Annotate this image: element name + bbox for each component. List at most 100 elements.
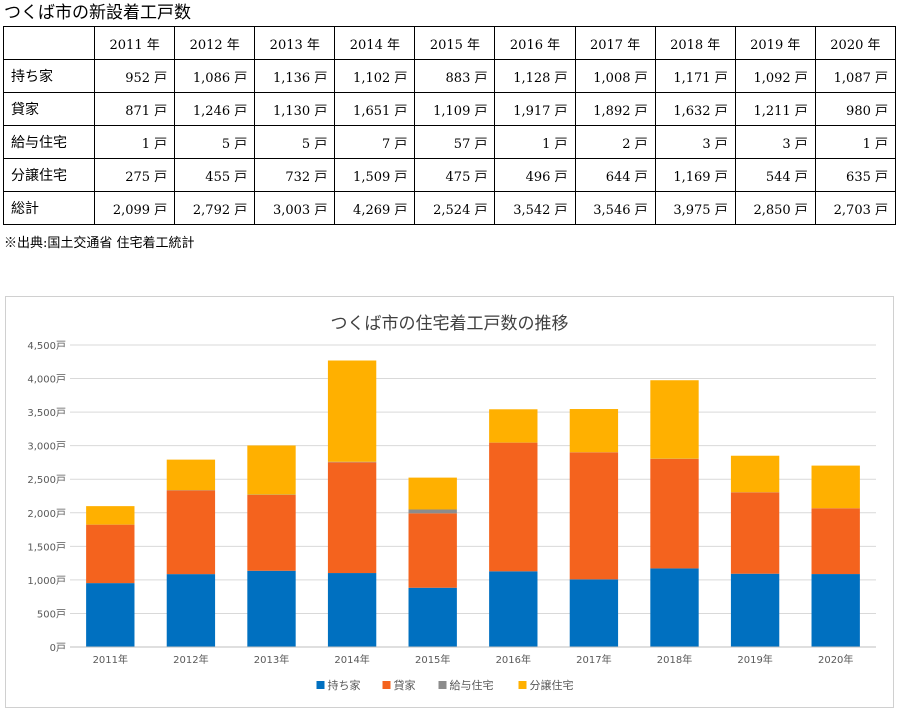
table-cell: 1,008 戸 — [574, 59, 656, 93]
table-cell: 1,892 戸 — [574, 92, 656, 126]
legend-swatch — [438, 681, 447, 689]
bar-segment — [730, 573, 780, 647]
chart-canvas: 0戸 500戸 1,000戸 1,500戸 2,000戸 2,500戸 3,000戸 3,50… — [27, 340, 876, 692]
table-title: つくば市の新設着工戸数 — [4, 3, 191, 23]
table-cell: 1,092 戸 — [734, 59, 816, 93]
bar-segment — [408, 509, 457, 514]
bar-segment — [489, 442, 538, 572]
table-row: 総計 2,099 戸 2,792 戸 3,003 戸 4,269 戸 2,524 戸 3,5… — [2, 191, 897, 225]
table-cell: 5 戸 — [174, 125, 256, 159]
bar-segment — [86, 583, 135, 647]
table-cell: 1,109 戸 — [414, 92, 496, 126]
table-column-header: 2020 年 — [814, 26, 897, 60]
bar-segment — [166, 574, 216, 647]
table-cell: 980 戸 — [814, 92, 897, 126]
table-row-label: 分譲住宅 — [2, 158, 96, 192]
table-column-header: 2012 年 — [174, 26, 256, 60]
table-cell: 2,850 戸 — [734, 191, 816, 225]
legend-label: 持ち家 — [328, 678, 361, 692]
table-cell: 1,087 戸 — [814, 59, 897, 93]
table-cell: 1 戸 — [814, 125, 897, 159]
table-cell: 883 戸 — [414, 59, 496, 93]
table-column-header: 2017 年 — [574, 26, 656, 60]
bar-segment — [408, 513, 457, 588]
bar-segment — [489, 571, 538, 647]
table-row-label: 持ち家 — [2, 59, 96, 93]
x-tick-label: 2019年 — [737, 653, 772, 666]
table-cell: 1,632 戸 — [654, 92, 736, 126]
y-tick-label: 1,000戸 — [27, 575, 66, 587]
table-row: 持ち家 952 戸 1,086 戸 1,136 戸 1,102 戸 883 戸 1,128 … — [2, 59, 897, 93]
bar-segment — [489, 409, 538, 443]
bar-segment — [86, 506, 135, 525]
table-column-header: 2015 年 — [414, 26, 496, 60]
table-cell: 1,246 戸 — [174, 92, 256, 126]
bar-segment — [166, 490, 216, 575]
bar-segment — [327, 360, 377, 462]
table-cell: 2,792 戸 — [174, 191, 256, 225]
table-cell: 1 戸 — [94, 125, 176, 159]
x-tick-label: 2016年 — [496, 653, 531, 666]
bar-segment — [86, 524, 135, 584]
housing-starts-table: 2011 年 2012 年 2013 年 2014 年 2015 年 2016 年 2017… — [2, 26, 897, 225]
table-cell: 7 戸 — [334, 125, 416, 159]
table-cell: 1,136 戸 — [254, 59, 336, 93]
table-cell: 1,128 戸 — [494, 59, 576, 93]
table-row-label: 給与住宅 — [2, 125, 96, 159]
table-cell: 275 戸 — [94, 158, 176, 192]
y-tick-label: 500戸 — [37, 608, 66, 620]
bar-segment — [247, 570, 296, 647]
table-header-row: 2011 年 2012 年 2013 年 2014 年 2015 年 2016 年 2017… — [2, 26, 897, 60]
legend-label: 分譲住宅 — [530, 678, 574, 692]
x-tick-label: 2015年 — [415, 653, 450, 666]
table-cell: 1,102 戸 — [334, 59, 416, 93]
x-tick-label: 2017年 — [576, 653, 611, 666]
table-row-label: 総計 — [2, 191, 96, 225]
table-cell: 952 戸 — [94, 59, 176, 93]
stacked-bar-chart: つくば市の住宅着工戸数の推移 0戸 500戸 1,000戸 1,500戸 2,000戸 2… — [5, 296, 894, 708]
legend-label: 給与住宅 — [450, 678, 494, 692]
x-tick-label: 2012年 — [173, 653, 208, 666]
bar-segment — [327, 573, 377, 647]
bar-segment — [811, 465, 860, 509]
table-cell: 3,003 戸 — [254, 191, 336, 225]
bar-segment — [569, 579, 619, 647]
x-tick-label: 2011年 — [93, 653, 128, 666]
y-tick-label: 4,500戸 — [27, 340, 66, 352]
y-tick-label: 3,000戸 — [27, 441, 66, 453]
table-cell: 1,211 戸 — [734, 92, 816, 126]
table-cell: 544 戸 — [734, 158, 816, 192]
table-cell: 732 戸 — [254, 158, 336, 192]
table-cell: 1 戸 — [494, 125, 576, 159]
table-cell: 3,975 戸 — [654, 191, 736, 225]
table-cell: 3,546 戸 — [574, 191, 656, 225]
table-cell: 1,509 戸 — [334, 158, 416, 192]
bar-segment — [811, 574, 860, 647]
y-tick-label: 0戸 — [50, 642, 66, 654]
table-cell: 871 戸 — [94, 92, 176, 126]
table-row: 貸家 871 戸 1,246 戸 1,130 戸 1,651 戸 1,109 戸 1,917… — [2, 92, 897, 126]
table-cell: 1,130 戸 — [254, 92, 336, 126]
bar-segment — [650, 458, 699, 569]
table-column-header: 2013 年 — [254, 26, 336, 60]
bar-segment — [730, 492, 780, 574]
bar-segment — [408, 587, 457, 647]
bar-segment — [730, 455, 780, 493]
x-tick-label: 2018年 — [657, 653, 692, 666]
table-corner-cell — [2, 26, 96, 60]
x-tick-label: 2013年 — [254, 653, 289, 666]
table-row-label: 貸家 — [2, 92, 96, 126]
y-tick-label: 1,500戸 — [27, 541, 66, 553]
table-cell: 1,171 戸 — [654, 59, 736, 93]
chart-title: つくば市の住宅着工戸数の推移 — [330, 314, 569, 334]
table-cell: 4,269 戸 — [334, 191, 416, 225]
table-column-header: 2011 年 — [94, 26, 176, 60]
y-tick-label: 3,500戸 — [27, 407, 66, 419]
y-tick-label: 2,000戸 — [27, 508, 66, 520]
bar-segment — [811, 508, 860, 575]
bar-segment — [327, 462, 377, 574]
table-cell: 635 戸 — [814, 158, 897, 192]
table-column-header: 2014 年 — [334, 26, 416, 60]
legend-swatch — [382, 681, 391, 689]
